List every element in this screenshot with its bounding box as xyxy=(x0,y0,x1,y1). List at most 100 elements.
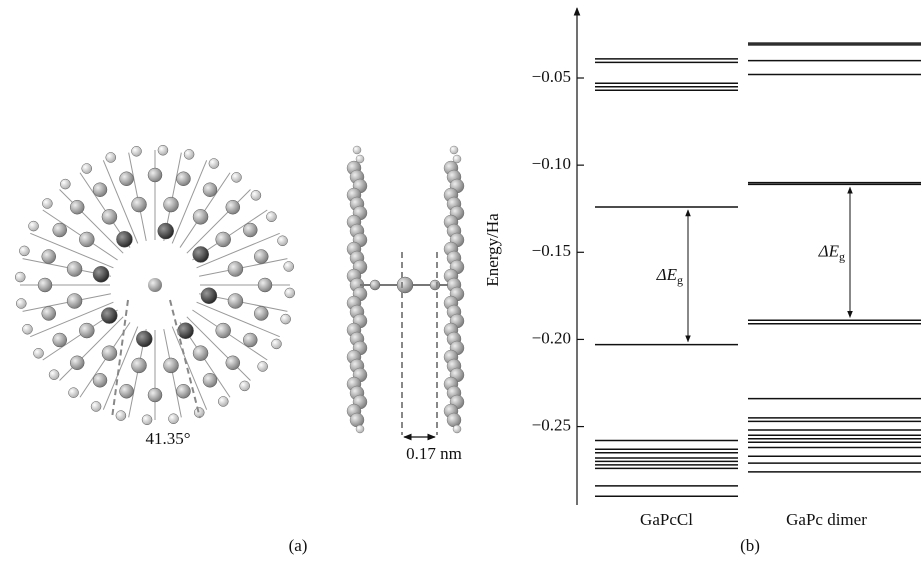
gap-label: ΔEg xyxy=(818,241,845,263)
atom xyxy=(250,190,262,201)
y-tick-label: −0.20 xyxy=(532,328,571,347)
atom xyxy=(141,414,153,426)
atom xyxy=(101,345,118,361)
atom xyxy=(81,163,92,174)
y-tick-label: −0.15 xyxy=(532,241,571,260)
atom xyxy=(148,278,162,292)
atom xyxy=(352,145,362,155)
atom xyxy=(52,222,67,238)
atom xyxy=(66,293,83,309)
y-tick-label: −0.25 xyxy=(532,415,571,434)
bond xyxy=(30,232,114,269)
atom xyxy=(243,222,258,238)
gap-subscript: g xyxy=(677,273,683,287)
gap-subscript: g xyxy=(839,249,845,263)
bond xyxy=(102,326,139,410)
atom xyxy=(14,271,26,283)
atom xyxy=(355,154,365,164)
bond xyxy=(102,160,139,244)
atom xyxy=(115,410,127,421)
atom xyxy=(119,171,134,186)
atom xyxy=(215,322,231,339)
y-axis-label: Energy/Ha xyxy=(483,213,502,287)
bond xyxy=(186,316,251,381)
atom xyxy=(208,158,220,169)
bond xyxy=(59,189,124,254)
atom xyxy=(147,387,163,403)
atom xyxy=(369,279,381,291)
atom xyxy=(48,369,60,380)
atom xyxy=(449,145,459,155)
atom xyxy=(183,149,195,160)
atom xyxy=(243,332,258,348)
atom xyxy=(266,211,277,222)
atom xyxy=(227,293,244,309)
atom xyxy=(69,355,85,371)
gap-label: ΔEg xyxy=(656,265,683,287)
bond xyxy=(179,172,231,248)
bond xyxy=(196,232,280,269)
atom xyxy=(41,306,56,321)
x-category-label: GaPc dimer xyxy=(786,510,867,529)
atom xyxy=(33,348,44,359)
atom xyxy=(192,345,209,361)
atom xyxy=(163,357,179,374)
atom xyxy=(349,412,365,428)
atom xyxy=(284,287,296,299)
molecule-drawing xyxy=(14,144,465,434)
bond xyxy=(171,160,208,244)
atom xyxy=(105,152,117,163)
atom xyxy=(157,144,169,156)
bond xyxy=(163,329,182,418)
y-tick-label: −0.05 xyxy=(532,67,571,86)
bond xyxy=(128,152,147,241)
atom xyxy=(283,261,294,272)
atom xyxy=(227,261,244,277)
atom xyxy=(28,220,39,232)
atom xyxy=(176,171,191,186)
atom xyxy=(136,330,153,348)
atom xyxy=(200,287,218,304)
bond xyxy=(171,326,208,410)
atom xyxy=(277,235,288,247)
atom xyxy=(168,413,179,424)
atom xyxy=(225,199,241,215)
atom xyxy=(163,196,179,213)
atom xyxy=(116,231,133,248)
atom xyxy=(52,332,67,348)
atom xyxy=(202,182,218,197)
atom xyxy=(92,266,110,283)
y-tick-label: −0.10 xyxy=(532,154,571,173)
atom xyxy=(231,172,242,183)
atom xyxy=(66,261,83,277)
atom xyxy=(131,146,142,157)
atom xyxy=(147,167,163,183)
atom xyxy=(239,380,250,392)
bond xyxy=(30,301,114,338)
atom xyxy=(68,387,79,398)
atom xyxy=(396,276,414,294)
atom xyxy=(192,209,209,225)
atom xyxy=(92,373,108,388)
atom xyxy=(42,198,53,209)
atom xyxy=(101,307,118,324)
atom xyxy=(92,182,108,197)
atom xyxy=(177,322,194,339)
atom xyxy=(452,424,462,434)
atom xyxy=(41,249,56,264)
atom xyxy=(257,277,273,293)
atom xyxy=(119,384,134,399)
gap-symbol: ΔE xyxy=(656,265,678,284)
atom xyxy=(452,154,462,164)
atom xyxy=(271,338,282,350)
atom xyxy=(280,313,291,325)
bond xyxy=(199,258,288,277)
atom xyxy=(193,407,205,418)
atom xyxy=(101,209,118,225)
gap-symbol: ΔE xyxy=(818,241,840,260)
bond xyxy=(196,301,280,338)
atom xyxy=(202,373,218,388)
atom xyxy=(60,178,71,190)
bond xyxy=(42,209,118,261)
atom xyxy=(254,249,269,264)
